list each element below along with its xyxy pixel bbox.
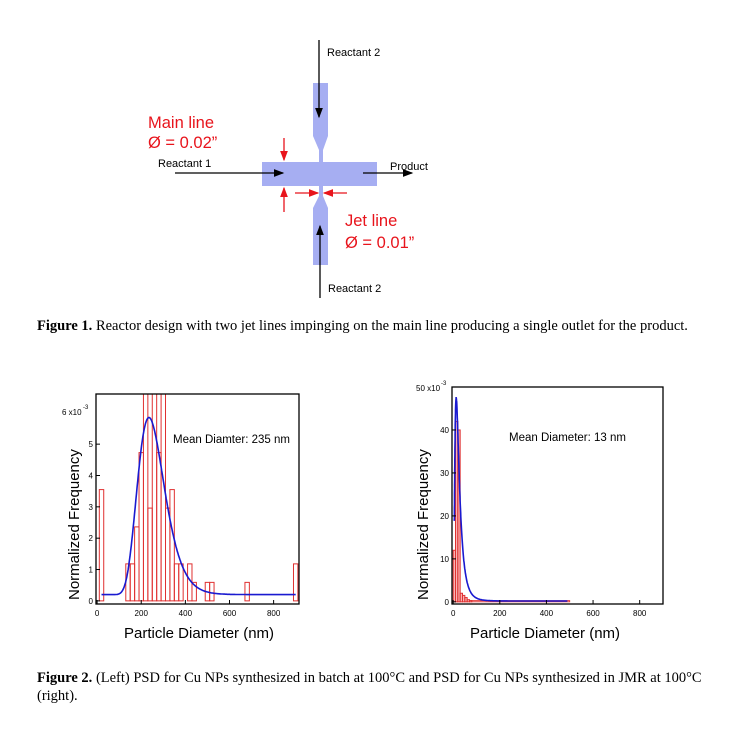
figure2-caption-text: (Left) PSD for Cu NPs synthesized in bat… (37, 670, 702, 704)
x-tick-label: 0 (451, 609, 456, 618)
figure2-caption: Figure 2. (Left) PSD for Cu NPs synthesi… (37, 669, 727, 705)
y-tick-label: 3 (89, 503, 94, 512)
y-tick-label: 30 (440, 469, 449, 478)
y-tick-label: 40 (440, 426, 449, 435)
x-tick-label: 400 (179, 609, 193, 618)
x-tick-label: 600 (586, 609, 600, 618)
y-axis-label: Normalized Frequency (415, 449, 432, 600)
x-tick-label: 800 (267, 609, 281, 618)
top-jet-line (313, 83, 328, 163)
x-tick-label: 800 (633, 609, 647, 618)
x-tick-label: 0 (95, 609, 100, 618)
y-exponent: -3 (83, 405, 89, 411)
x-tick-label: 200 (493, 609, 507, 618)
y-tick-label: 0 (89, 597, 94, 606)
reactor-channels (262, 83, 377, 265)
y-multiplier-label: 6 x10 (62, 408, 82, 417)
figure2-caption-label: Figure 2. (37, 670, 93, 686)
reactor-diagram: Reactant 2 Reactant 1 Product Reactant 2… (148, 40, 428, 298)
y-tick-label: 0 (445, 598, 450, 607)
main-line-label: Main line (148, 114, 214, 132)
x-axis-label: Particle Diameter (nm) (470, 625, 620, 642)
y-exponent: -3 (441, 381, 447, 387)
histogram-bar (98, 489, 105, 602)
main-line-diameter: Ø = 0.02” (148, 134, 217, 152)
plot-area (452, 397, 571, 603)
figure1-caption-text: Reactor design with two jet lines imping… (92, 318, 688, 334)
plot-frame (451, 386, 664, 605)
x-tick-label: 200 (135, 609, 149, 618)
y-tick-label: 1 (89, 566, 94, 575)
chart-annotation: Mean Diamter: 235 nm (173, 434, 290, 446)
figure1-caption: Figure 1. Reactor design with two jet li… (37, 317, 727, 335)
figure1-caption-label: Figure 1. (37, 318, 93, 334)
reactant2-bottom-label: Reactant 2 (328, 283, 381, 295)
histogram-bar (191, 581, 197, 602)
histogram-bar (292, 563, 299, 602)
plot-frame (95, 393, 300, 605)
y-tick-label: 5 (89, 440, 94, 449)
histogram-bar (244, 581, 250, 602)
y-tick-label: 2 (89, 534, 94, 543)
product-label: Product (390, 161, 428, 173)
x-axis-label: Particle Diameter (nm) (124, 625, 274, 642)
y-tick-label: 4 (89, 471, 94, 480)
y-axis-label: Normalized Frequency (66, 449, 83, 600)
histogram-bar (169, 489, 175, 602)
reactant2-top-label: Reactant 2 (327, 47, 380, 59)
histogram-bar (209, 581, 215, 602)
jet-line-diameter: Ø = 0.01” (345, 234, 414, 252)
fit-curve (101, 416, 296, 596)
y-tick-label: 20 (440, 512, 449, 521)
jet-line-label: Jet line (345, 212, 397, 230)
x-tick-label: 400 (540, 609, 554, 618)
x-tick-label: 600 (223, 609, 237, 618)
fit-curve (453, 397, 568, 602)
y-multiplier-label: 50 x10 (416, 384, 441, 393)
chart-annotation: Mean Diameter: 13 nm (509, 432, 626, 444)
reactant1-label: Reactant 1 (158, 158, 211, 170)
y-tick-label: 10 (440, 555, 449, 564)
